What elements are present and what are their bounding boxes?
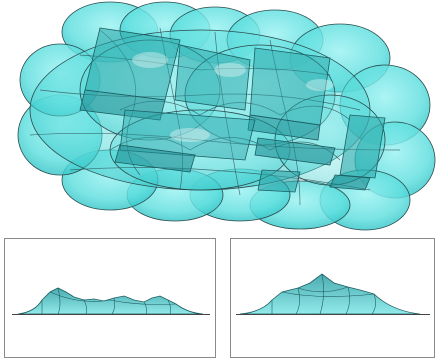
front-elevation-frame (4, 238, 216, 358)
side-elevation-view (230, 238, 435, 358)
volume-block (119, 109, 256, 161)
volume-block (257, 169, 301, 193)
volume-block (254, 137, 336, 166)
volume-block (329, 174, 371, 191)
canopy-highlights (132, 52, 334, 142)
volume-block (339, 114, 386, 179)
front-elevation-view (4, 238, 216, 358)
volume-block (84, 27, 181, 101)
membrane-canopy (17, 1, 436, 231)
front-seams (41, 287, 177, 315)
top-view (17, 1, 436, 231)
side-seams (271, 273, 376, 315)
volume-block (174, 44, 251, 111)
interior-volumes (79, 27, 386, 193)
side-membrane-profile (239, 273, 421, 315)
volume-block (247, 114, 321, 141)
volume-block (79, 89, 166, 121)
volume-block (114, 144, 196, 173)
